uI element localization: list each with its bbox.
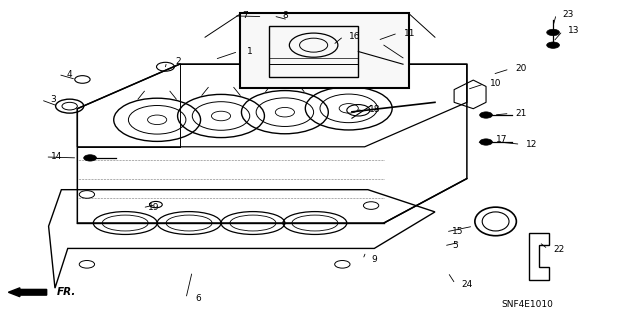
Text: 20: 20: [515, 64, 527, 73]
Text: 3: 3: [50, 95, 56, 104]
Circle shape: [547, 42, 559, 48]
Text: 6: 6: [196, 294, 202, 303]
Text: 24: 24: [461, 279, 472, 288]
Text: 19: 19: [148, 203, 160, 212]
Text: 2: 2: [175, 57, 181, 66]
Text: SNF4E1010: SNF4E1010: [502, 300, 554, 309]
Circle shape: [479, 139, 492, 145]
Text: 14: 14: [51, 152, 63, 161]
Text: 9: 9: [371, 255, 377, 264]
Text: 18: 18: [369, 105, 380, 114]
Circle shape: [84, 155, 97, 161]
Text: 23: 23: [562, 10, 573, 19]
Circle shape: [479, 112, 492, 118]
Text: 21: 21: [515, 109, 527, 118]
Text: 7: 7: [242, 11, 248, 20]
FancyArrow shape: [8, 288, 47, 297]
Text: 16: 16: [349, 32, 361, 41]
Text: 5: 5: [452, 241, 458, 250]
Text: 8: 8: [282, 11, 288, 20]
Text: 12: 12: [526, 140, 538, 149]
Text: 22: 22: [554, 245, 565, 254]
Text: FR.: FR.: [57, 287, 76, 297]
Text: 17: 17: [496, 135, 508, 144]
Text: 13: 13: [568, 26, 580, 35]
Circle shape: [547, 29, 559, 36]
Text: 10: 10: [490, 79, 501, 88]
Text: 4: 4: [67, 70, 72, 79]
Text: 11: 11: [404, 29, 415, 38]
Bar: [240, 13, 410, 88]
Bar: [269, 26, 358, 77]
Text: 15: 15: [452, 227, 463, 236]
Text: 1: 1: [247, 47, 253, 56]
